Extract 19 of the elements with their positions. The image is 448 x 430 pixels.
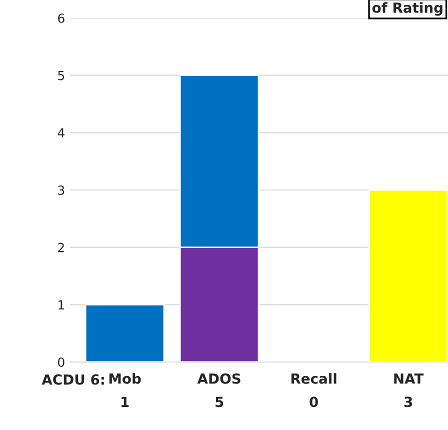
x-tick-label: Recall (291, 373, 336, 384)
total-label: 3 (404, 396, 412, 408)
y-tick-label: 0 (58, 357, 64, 367)
chart-title: of Rating (372, 2, 442, 16)
x-tick-label: NAT (394, 374, 424, 384)
y-tick-label: 5 (58, 70, 64, 80)
bar (84, 304, 165, 362)
bar (368, 189, 448, 362)
y-tick-label: 4 (58, 128, 64, 138)
x-tick-label: ADOS (197, 373, 240, 384)
y-tick-label: 1 (58, 300, 64, 310)
y-tick-label: 2 (58, 242, 64, 252)
total-label: 1 (122, 396, 129, 407)
y-tick-label: 3 (58, 185, 64, 195)
y-tick-label: 6 (58, 13, 64, 23)
text: 0 (310, 396, 318, 408)
x-tick-label: Mob (109, 373, 141, 384)
total-label: 5 (216, 396, 224, 408)
text: ACDU 6: (42, 374, 104, 385)
